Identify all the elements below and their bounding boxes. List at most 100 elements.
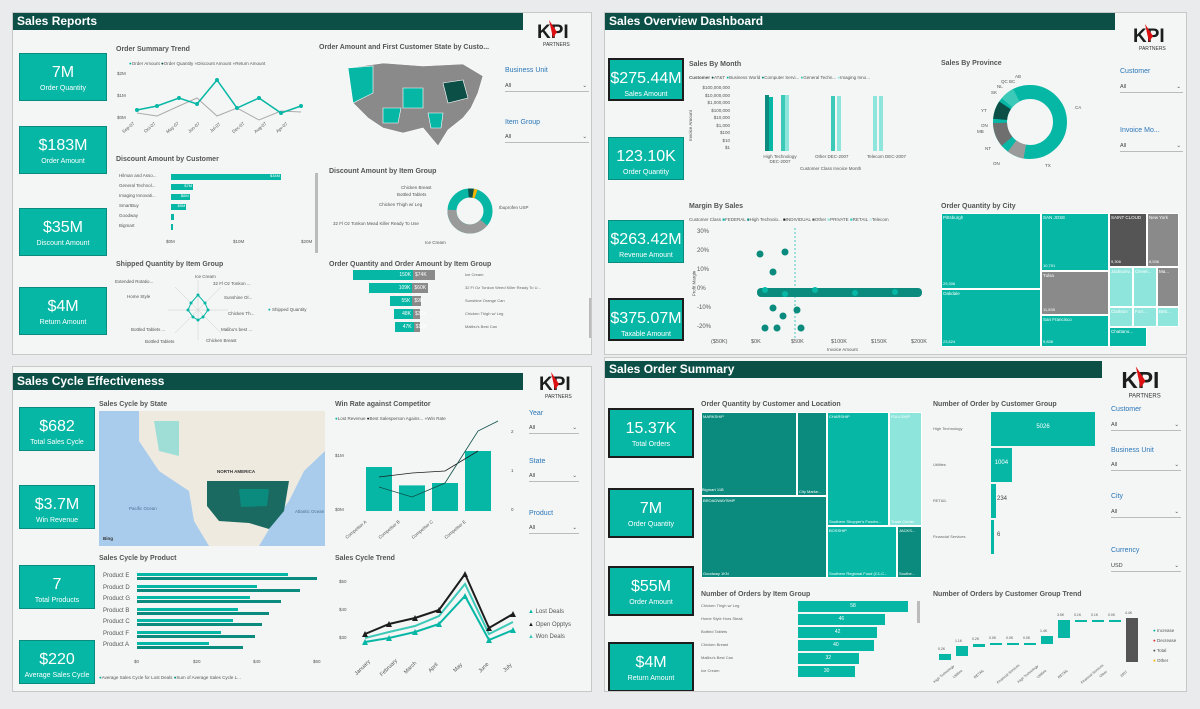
- city-name: New York: [1149, 215, 1169, 220]
- treemap-cell[interactable]: BROADWAYSHIP Goodway 1KN: [701, 496, 827, 578]
- trend-y-tick: $2M: [117, 71, 126, 76]
- slicer-city[interactable]: All ⌄: [1111, 507, 1181, 518]
- slicer-currency[interactable]: USD ⌄: [1111, 561, 1181, 572]
- group-bar: [991, 484, 997, 518]
- prod-x-tick: $40: [253, 659, 261, 664]
- win-y2-tick: 1: [511, 468, 514, 473]
- sbm-y-tick: $1,000: [716, 122, 730, 128]
- sales-by-month-title: Sales By Month: [689, 61, 742, 68]
- slicer-product[interactable]: All ⌄: [529, 523, 579, 534]
- waterfall-label: 0.0K: [1023, 636, 1031, 640]
- funnel-bar-qty: 150K: [353, 270, 413, 280]
- sales-by-month-chart: [765, 95, 883, 151]
- funnel-bar-qty: 55K: [390, 296, 413, 306]
- discount-value: $6M: [180, 193, 189, 198]
- trend-x-tick: Jul-07: [208, 121, 222, 134]
- chevron-down-icon: ⌄: [1176, 84, 1181, 90]
- slicer-invoice-month[interactable]: All ⌄: [1120, 141, 1183, 152]
- item-label: Bottled Tablets: [701, 629, 728, 634]
- discount-by-item-title: Discount Amount by Item Group: [329, 168, 437, 175]
- slicer-customer[interactable]: All ⌄: [1111, 420, 1181, 431]
- product-bar-sum: [137, 634, 255, 638]
- discount-bar: [171, 184, 193, 190]
- kpi-order-quantity: 123.10K Order Quantity: [608, 137, 684, 180]
- sales-cycle-state-map[interactable]: NORTH AMERICA Pacific Ocean Atlantic Oce…: [99, 411, 325, 546]
- slicer-customer[interactable]: All ⌄: [1120, 82, 1183, 93]
- waterfall-x-tick: Utilities: [952, 668, 964, 680]
- treemap-cell[interactable]: FULLSHIP Trade Center: [889, 412, 922, 526]
- product-label: Product B: [103, 607, 130, 614]
- scrollbar[interactable]: [315, 173, 318, 253]
- prod-x-tick: $20: [193, 659, 201, 664]
- qty-by-city-title: Order Quantity by City: [941, 203, 1016, 210]
- kpi-total-orders: 15.37K Total Orders: [608, 408, 694, 458]
- city-name: Clarkton: [1111, 309, 1128, 314]
- chevron-down-icon: ⌄: [1174, 509, 1179, 515]
- order-by-group-title: Number of Order by Customer Group: [933, 401, 1057, 408]
- donut-label: 32 Fl Oz Tonkon Mead Killer Ready To Use: [333, 221, 419, 226]
- treemap-cell[interactable]: CHARSHIP Southern Shopper's Foodm...: [827, 412, 889, 526]
- city-cell: [1147, 213, 1179, 267]
- trend-legend: ●Order Amount ●Order Quantity ●Discount …: [129, 61, 266, 66]
- item-label: Ice Cream: [701, 668, 720, 673]
- city-value: 11,835: [1043, 307, 1055, 312]
- slicer-product-title: Product: [529, 510, 554, 517]
- margin-y-tick: 20%: [697, 248, 710, 254]
- slicer-item-group[interactable]: All ⌄: [505, 132, 589, 143]
- city-name: Ma...: [1159, 269, 1170, 274]
- donut-label: Chicken Breast: [401, 185, 432, 190]
- product-label: Product F: [103, 630, 130, 637]
- waterfall-label: 1.4K: [1040, 629, 1048, 633]
- trend-x-tick: Apr-07: [274, 121, 289, 134]
- slicer-state[interactable]: All ⌄: [529, 471, 579, 482]
- margin-x-tick: ($50K): [711, 339, 728, 345]
- treemap-cell[interactable]: City Marke...: [797, 412, 827, 496]
- us-state-map: [347, 62, 484, 147]
- city-cell: [1109, 213, 1147, 267]
- product-bar-sum: [137, 600, 281, 603]
- funnel-label: Ice Cream: [465, 272, 484, 277]
- sbm-y-tick: $10,000: [713, 115, 730, 120]
- group-label: High Technology: [933, 426, 963, 431]
- win-y-tick: $0M: [335, 507, 344, 512]
- treemap-cell[interactable]: MARKSHIP: [701, 412, 797, 496]
- kpi-taxable-amount: $375.07M Taxable Amount: [608, 298, 684, 341]
- margin-x-tick: $100K: [831, 339, 847, 345]
- treemap-cell[interactable]: BOSSHIP Southern Regional Food (C1-C...: [827, 526, 897, 578]
- sbm-y-tick: $10,000,000: [704, 92, 730, 98]
- scrollbar[interactable]: [589, 298, 591, 338]
- sbm-y-tick: $100,000,000: [702, 85, 730, 90]
- discount-bar: [171, 194, 190, 200]
- radar-label: Sunshine Ol...: [224, 295, 253, 300]
- city-name: SAN JOSE: [1043, 215, 1066, 220]
- treemap-cell[interactable]: JACKS... Southe...: [897, 526, 922, 578]
- waterfall-x-tick: Utilities: [1036, 668, 1048, 680]
- item-value: 32: [825, 655, 832, 661]
- svg-text:PARTNERS: PARTNERS: [545, 394, 572, 400]
- slicer-business-unit[interactable]: All ⌄: [1111, 460, 1181, 471]
- waterfall-x-tick: 2007: [1119, 669, 1129, 679]
- city-cell: [1041, 315, 1109, 347]
- group-trend-waterfall: [939, 618, 1138, 662]
- funnel-bar-amt: $9K: [412, 296, 424, 306]
- radar-label: Home Style: [127, 294, 151, 299]
- product-label: Product C: [103, 619, 130, 625]
- product-bar-lost: [137, 573, 289, 576]
- wf-legend: ● Increase ● Decrease ● Total ● Other: [1153, 628, 1177, 663]
- slicer-year[interactable]: All ⌄: [529, 423, 579, 434]
- margin-legend: Customer Class ■FEDERAL ■High Technolo..…: [689, 217, 889, 222]
- scrollbar[interactable]: [917, 601, 920, 623]
- margin-x-tick: $150K: [871, 339, 887, 345]
- slicer-business-unit[interactable]: All ⌄: [505, 81, 589, 92]
- city-value: 10,791: [1043, 263, 1056, 268]
- panel-sales-order-summary: Sales Order Summary KPIPARTNERS 15.37KTo…: [604, 357, 1187, 692]
- group-value: 1004: [994, 460, 1009, 466]
- waterfall-label: 0.2K: [972, 637, 980, 641]
- waterfall-bar: [939, 654, 951, 660]
- kpi-return-amount: $4M Return Amount: [19, 287, 107, 335]
- trend-y-tick: $1M: [117, 93, 126, 98]
- product-bar-lost: [137, 619, 233, 622]
- waterfall-x-tick: Other: [1098, 669, 1109, 679]
- chevron-down-icon: ⌄: [572, 425, 577, 431]
- item-value: 58: [850, 603, 856, 609]
